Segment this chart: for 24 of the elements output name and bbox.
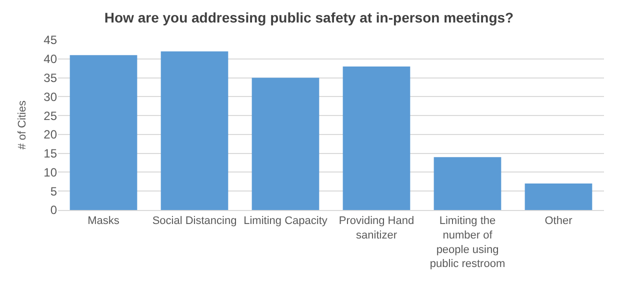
y-tick-label: 30 [44, 90, 58, 104]
bar [160, 51, 228, 210]
chart-title: How are you addressing public safety at in-person meetings? [104, 9, 514, 26]
y-tick-label: 10 [44, 165, 58, 180]
x-tick-label: Other [544, 215, 573, 228]
x-tick-label: Providing Hand sanitizer [338, 215, 414, 242]
x-tick-label: Social Distancing [152, 215, 237, 228]
y-tick-label: 40 [44, 52, 58, 66]
x-tick-label: Limiting the number of people using public restroom [430, 215, 506, 270]
y-tick-label: 15 [44, 146, 58, 161]
bar [434, 157, 502, 210]
bar [70, 55, 138, 210]
y-tick-label: 35 [44, 70, 58, 85]
y-axis-title: # of Cities [16, 100, 28, 150]
bar [342, 66, 410, 210]
y-tick-label: 5 [50, 184, 58, 198]
x-tick-label: Masks [88, 215, 120, 228]
y-tick-label: 0 [50, 203, 58, 218]
bar [252, 78, 320, 210]
y-tick-label: 20 [44, 128, 58, 142]
y-tick-label: 25 [44, 108, 58, 123]
bar [524, 184, 592, 210]
x-tick-label: Limiting Capacity [244, 215, 328, 228]
y-tick-label: 45 [44, 33, 58, 48]
